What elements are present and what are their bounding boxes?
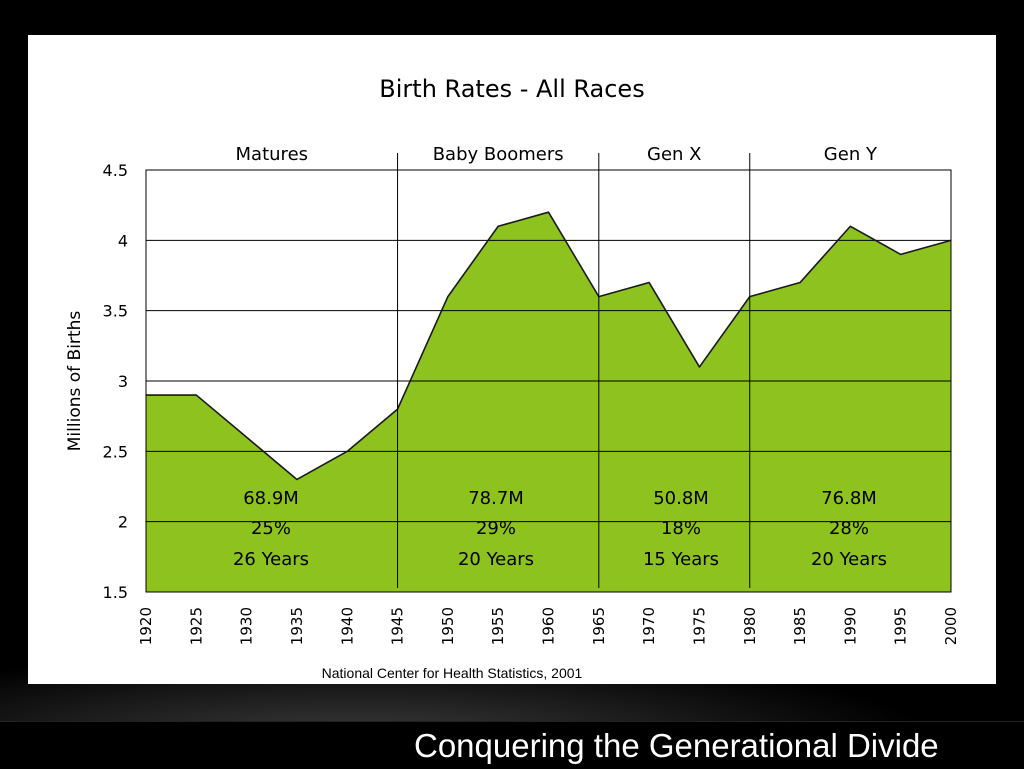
x-tick-label: 1920 [137, 607, 155, 645]
x-tick-label: 2000 [942, 607, 960, 645]
y-tick-label: 2.5 [103, 442, 128, 461]
x-tick-label: 1940 [338, 607, 356, 645]
x-tick-label: 1925 [187, 607, 205, 645]
x-tick-label: 1985 [791, 607, 809, 645]
generation-span-label: 15 Years [643, 549, 719, 570]
x-tick-label: 1930 [238, 607, 256, 645]
generation-percent-label: 28% [829, 518, 869, 539]
plot-frame [145, 169, 952, 593]
generation-span-label: 26 Years [233, 549, 309, 570]
generation-label: Baby Boomers [433, 144, 564, 165]
x-tick-label: 1945 [389, 607, 407, 645]
y-tick-label: 3 [118, 372, 128, 391]
slide-footer-title: Conquering the Generational Divide [414, 727, 939, 764]
generation-span-label: 20 Years [811, 549, 887, 570]
generation-label: Matures [236, 144, 308, 165]
generation-label: Gen X [647, 144, 701, 165]
generation-percent-label: 29% [476, 518, 516, 539]
x-tick-label: 1965 [590, 607, 608, 645]
generation-total-label: 50.8M [653, 488, 709, 509]
x-tick-label: 1970 [640, 607, 658, 645]
x-tick-label: 1955 [489, 607, 507, 645]
x-tick-label: 1980 [741, 607, 759, 645]
y-tick-label: 1.5 [103, 583, 128, 602]
y-tick-label: 3.5 [103, 302, 128, 321]
generation-total-label: 78.7M [468, 488, 524, 509]
footer-bar [0, 721, 1024, 769]
generation-total-label: 68.9M [243, 488, 299, 509]
x-tick-label: 1990 [841, 607, 859, 645]
y-axis-label: Millions of Births [65, 311, 85, 452]
chart-title: Birth Rates - All Races [379, 75, 644, 103]
x-tick-label: 1935 [288, 607, 306, 645]
x-tick-label: 1975 [690, 607, 708, 645]
generation-label: Gen Y [824, 144, 878, 165]
x-tick-label: 1960 [540, 607, 558, 645]
birth-rate-chart: Birth Rates - All Races Matures Baby Boome… [65, 75, 960, 681]
y-tick-label: 4.5 [103, 161, 128, 180]
series-line [146, 211, 952, 481]
y-tick-label: 4 [118, 231, 128, 250]
y-tick-label: 2 [118, 513, 128, 532]
generation-percent-label: 25% [251, 518, 291, 539]
generation-span-label: 20 Years [458, 549, 534, 570]
chart-card: Birth Rates - All Races Matures Baby Boome… [28, 35, 996, 684]
generation-percent-label: 18% [661, 518, 701, 539]
x-tick-label: 1995 [892, 607, 910, 645]
source-note: National Center for Health Statistics, 2… [322, 665, 583, 681]
generation-total-label: 76.8M [821, 488, 877, 509]
x-tick-label: 1950 [439, 607, 457, 645]
